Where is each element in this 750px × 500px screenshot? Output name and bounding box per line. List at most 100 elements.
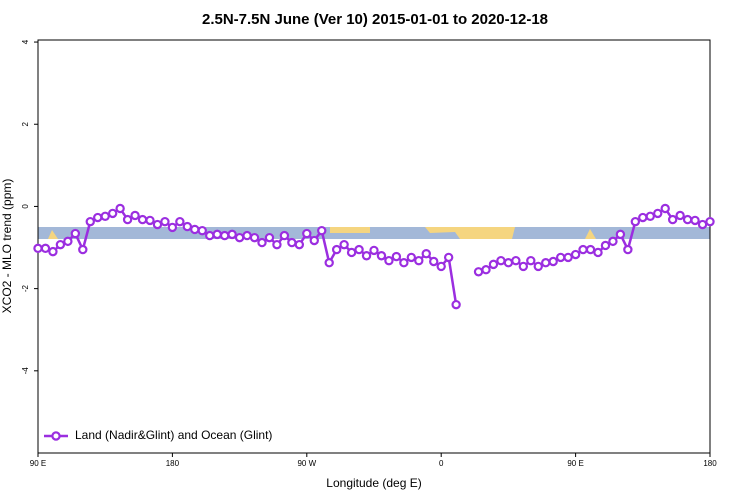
point xyxy=(227,229,237,240)
map-strip xyxy=(38,227,710,239)
point xyxy=(563,252,573,263)
point xyxy=(317,225,327,236)
y-tick-label: -4 xyxy=(21,367,30,375)
point xyxy=(257,237,267,248)
x-tick-label: 90 W xyxy=(297,459,316,468)
legend-item: Land (Nadir&Glint) and Ocean (Glint) xyxy=(44,428,272,442)
point xyxy=(667,214,678,225)
point xyxy=(421,248,431,259)
point xyxy=(152,219,163,230)
point xyxy=(331,244,342,255)
point xyxy=(167,222,178,233)
point xyxy=(503,258,514,268)
point xyxy=(205,230,215,241)
point xyxy=(234,232,245,243)
point xyxy=(697,219,708,230)
point xyxy=(399,258,409,268)
point xyxy=(302,228,312,239)
point xyxy=(264,232,275,243)
point xyxy=(145,215,155,226)
point xyxy=(526,255,536,266)
point xyxy=(324,258,334,268)
point xyxy=(473,267,484,277)
point xyxy=(70,228,81,239)
point xyxy=(160,216,170,227)
point xyxy=(414,255,424,266)
point xyxy=(630,216,641,227)
point xyxy=(451,299,461,310)
point xyxy=(55,239,66,250)
point xyxy=(190,224,200,235)
y-tick-label: 4 xyxy=(21,39,30,44)
x-tick-label: 90 E xyxy=(567,459,583,468)
point xyxy=(511,255,521,266)
point xyxy=(443,252,454,263)
legend-label: Land (Nadir&Glint) and Ocean (Glint) xyxy=(75,428,272,442)
point xyxy=(130,210,140,221)
point xyxy=(78,244,88,255)
point xyxy=(33,243,43,254)
point xyxy=(570,249,581,260)
point xyxy=(600,240,611,251)
point xyxy=(85,216,95,227)
point xyxy=(608,236,618,247)
point xyxy=(287,237,297,248)
point xyxy=(175,216,185,227)
point xyxy=(548,256,558,267)
x-tick-label: 0 xyxy=(439,459,444,468)
point xyxy=(100,211,110,221)
point xyxy=(63,236,73,247)
point xyxy=(249,232,260,243)
point xyxy=(496,255,506,266)
point xyxy=(406,252,417,263)
point xyxy=(690,215,700,226)
point xyxy=(361,251,372,261)
point xyxy=(242,230,252,241)
series-line xyxy=(38,206,711,305)
point xyxy=(660,203,670,214)
point xyxy=(197,225,207,236)
point xyxy=(122,214,133,225)
point xyxy=(48,246,58,257)
y-tick-label: 2 xyxy=(21,121,30,126)
point xyxy=(354,244,364,255)
chart-title: 2.5N-7.5N June (Ver 10) 2015-01-01 to 20… xyxy=(202,11,548,28)
point xyxy=(675,210,685,221)
point xyxy=(623,244,633,255)
point xyxy=(40,243,51,254)
point xyxy=(294,239,305,250)
point xyxy=(555,252,566,263)
point xyxy=(541,258,551,268)
point xyxy=(212,229,222,240)
point xyxy=(533,261,543,272)
point xyxy=(638,212,648,223)
point xyxy=(615,229,626,240)
point xyxy=(705,216,715,227)
point xyxy=(115,203,125,214)
x-tick-label: 180 xyxy=(703,459,717,468)
point xyxy=(369,245,379,256)
point xyxy=(593,247,603,258)
point xyxy=(585,244,596,255)
point xyxy=(279,230,290,241)
point xyxy=(682,214,693,225)
legend-marker xyxy=(51,431,61,441)
x-tick-label: 90 E xyxy=(30,459,46,468)
point xyxy=(93,212,103,223)
y-axis-label: XCO2 - MLO trend (ppm) xyxy=(0,179,14,314)
point xyxy=(137,214,148,225)
point xyxy=(391,251,402,262)
point xyxy=(339,239,349,250)
point xyxy=(384,255,394,266)
x-axis-label: Longitude (deg E) xyxy=(326,476,421,490)
point xyxy=(107,208,118,219)
y-tick-label: -2 xyxy=(21,285,30,293)
point xyxy=(309,235,319,246)
point xyxy=(429,256,439,267)
point xyxy=(436,261,446,272)
point xyxy=(272,239,282,250)
point xyxy=(645,211,655,221)
point xyxy=(653,208,663,219)
point xyxy=(488,259,499,270)
